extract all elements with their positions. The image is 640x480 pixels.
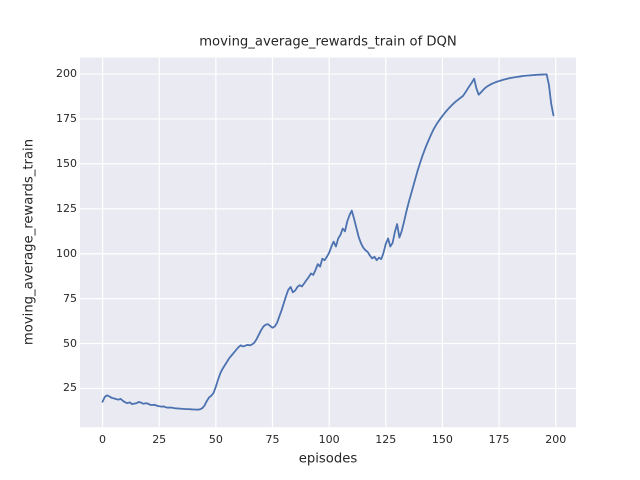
x-tick-label: 50 [208, 433, 223, 446]
x-tick-label: 175 [488, 433, 510, 446]
y-tick-label: 175 [56, 111, 77, 125]
y-tick-label: 125 [56, 201, 77, 215]
x-tick-label: 100 [318, 433, 340, 446]
x-tick-label: 125 [375, 433, 397, 446]
y-tick-label: 50 [63, 336, 77, 350]
plot-area-background [80, 57, 576, 428]
y-tick-label: 150 [56, 156, 77, 170]
y-tick-label: 75 [63, 291, 77, 305]
x-axis-label: episodes [298, 451, 358, 467]
y-tick-label: 25 [63, 381, 77, 395]
x-tick-label: 200 [545, 433, 567, 446]
y-tick-label: 200 [56, 67, 77, 81]
reward-line-series [101, 73, 555, 411]
y-axis-label: moving_average_rewards_train [21, 138, 37, 346]
x-tick-label: 25 [152, 433, 167, 446]
chart-title: moving_average_rewards_train of DQN [199, 34, 457, 50]
x-tick-label: 75 [265, 433, 280, 446]
y-tick-label: 100 [56, 246, 77, 260]
x-tick-label: 0 [99, 433, 107, 446]
x-tick-label: 150 [431, 433, 453, 446]
